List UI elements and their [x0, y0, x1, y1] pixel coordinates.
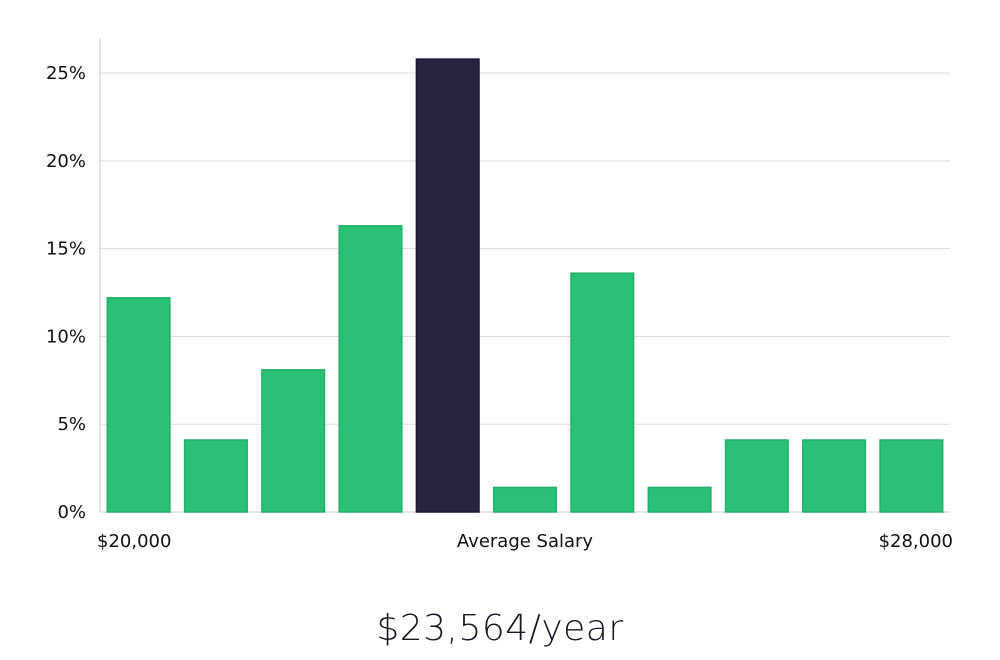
salary-distribution-chart: 0%5%10%15%20%25% $20,000 Average Salary … [46, 38, 953, 552]
bar [570, 272, 635, 513]
bar-highlight [415, 58, 480, 513]
x-label-max: $28,000 [879, 531, 953, 552]
bar [802, 439, 867, 513]
bars [106, 58, 944, 513]
bar [724, 439, 789, 513]
y-tick-label: 20% [46, 151, 86, 172]
bar [879, 439, 944, 513]
bar [106, 297, 171, 513]
grid-lines [100, 72, 950, 425]
bar [183, 439, 248, 513]
y-tick-label: 5% [57, 414, 86, 435]
y-tick-label: 10% [46, 326, 86, 347]
y-tick-label: 15% [46, 239, 86, 260]
bar [492, 486, 558, 513]
bar [647, 486, 712, 513]
y-tick-label: 25% [46, 63, 86, 84]
bar [261, 369, 326, 513]
bar [338, 225, 403, 513]
average-salary-value: $23,564/year [376, 608, 624, 649]
x-label-average: Average Salary [457, 531, 594, 552]
y-tick-label: 0% [57, 502, 86, 523]
y-axis-ticks: 0% 5% 10% 15% 20% 25% [46, 63, 86, 523]
x-label-min: $20,000 [97, 531, 171, 552]
